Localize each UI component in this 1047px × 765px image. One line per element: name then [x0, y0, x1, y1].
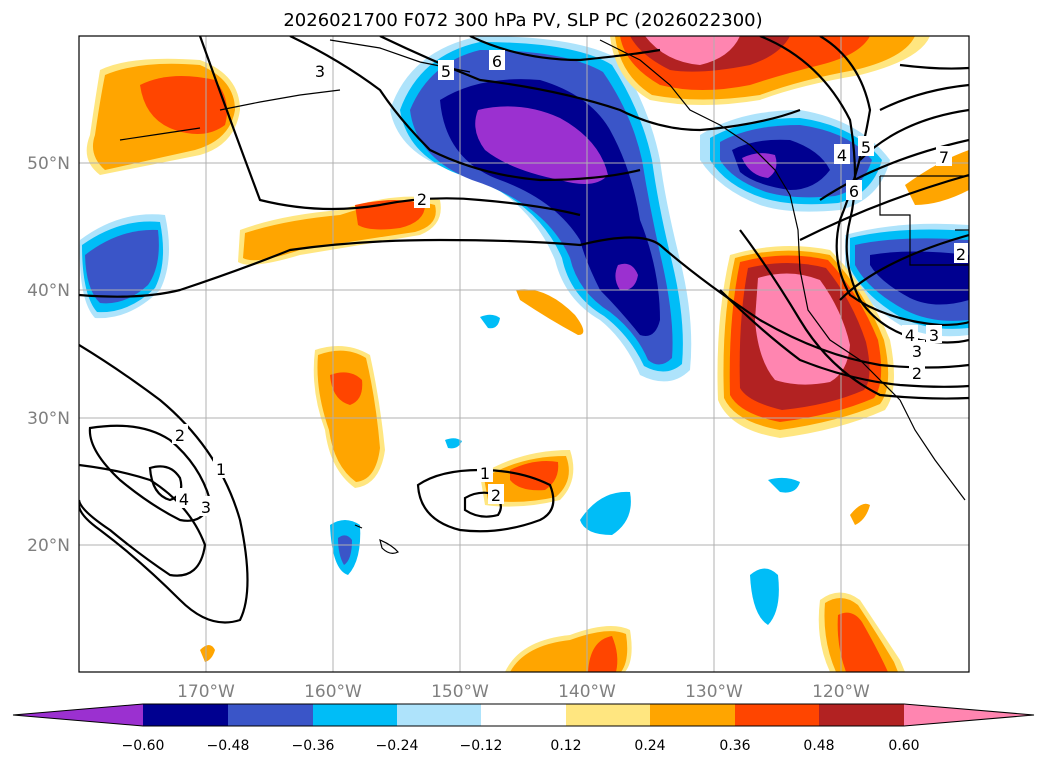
- contour-label: 2: [912, 364, 922, 383]
- pv-positive-small: [850, 503, 870, 525]
- contour-label: 4: [837, 146, 847, 165]
- lat-label: 30°N: [27, 409, 70, 429]
- colorbar-extend-max: [904, 704, 1034, 726]
- colorbar-segment: [313, 704, 397, 726]
- colorbar-segment: [228, 704, 313, 726]
- contour-label: 3: [912, 342, 922, 361]
- figure-title: 2026021700 F072 300 hPa PV, SLP PC (2026…: [283, 10, 762, 31]
- contour-label: 3: [315, 62, 325, 81]
- colorbar-tick: −0.12: [460, 738, 503, 754]
- contour-label: 3: [201, 498, 211, 517]
- colorbar-segment: [481, 704, 566, 726]
- pv-negative-small-5: [480, 314, 500, 329]
- pv-negative-small-4: [750, 568, 779, 625]
- pv-positive-streak: [516, 289, 584, 335]
- contour-label: 7: [939, 148, 949, 167]
- contour-label: 5: [441, 62, 451, 81]
- contour-label: 2: [956, 245, 966, 264]
- colorbar-tick: 0.36: [719, 738, 750, 754]
- colorbar-tick: −0.48: [207, 738, 250, 754]
- map-frame: [78, 35, 970, 673]
- coastlines: [119, 39, 969, 554]
- pv-positive-oregon: [905, 150, 969, 205]
- pv-negative-w: [79, 214, 169, 319]
- colorbar-segment: [397, 704, 481, 726]
- contour-label: 1: [216, 460, 226, 479]
- lon-labels: 170°W 160°W 150°W 140°W 130°W 120°W: [177, 682, 870, 702]
- colorbar-tick: −0.24: [376, 738, 419, 754]
- contour-label: 4: [179, 490, 189, 509]
- contour-label: 6: [492, 52, 502, 71]
- colorbar-tick: 0.24: [634, 738, 665, 754]
- colorbar-segment: [566, 704, 650, 726]
- lon-label: 160°W: [304, 682, 362, 702]
- colorbar-tick: 0.48: [803, 738, 834, 754]
- gridlines: [79, 36, 969, 672]
- contour-label: 2: [175, 426, 185, 445]
- colorbar-segment: [819, 704, 904, 726]
- pv-positive-dot: [200, 645, 215, 662]
- pv-negative-small-3: [338, 535, 352, 565]
- contour-label: 4: [905, 326, 915, 345]
- contour-label: 3: [929, 326, 939, 345]
- pv-positive-nw: [86, 58, 241, 175]
- colorbar-outline: [12, 703, 1035, 727]
- pv-negative-small-1: [580, 491, 631, 535]
- colorbar-tick: −0.36: [292, 738, 335, 754]
- contour-label: 5: [861, 138, 871, 157]
- colorbar-tick: −0.60: [122, 738, 165, 754]
- pv-positive-southeast: [818, 592, 905, 672]
- colorbar-segment: [650, 704, 735, 726]
- lon-label: 120°W: [812, 682, 870, 702]
- colorbar-tick: 0.12: [550, 738, 581, 754]
- map-layers: 3 5 6 7 5 4 6 2 2 3 4 3 2 2: [79, 36, 969, 672]
- contour-label: 2: [491, 486, 501, 505]
- contour-label: 1: [480, 464, 490, 483]
- pv-positive-band: [238, 196, 441, 265]
- lat-labels: 50°N 40°N 30°N 20°N: [27, 154, 70, 556]
- contour-label: 2: [417, 190, 427, 209]
- pv-negative-east: [845, 223, 969, 337]
- colorbar-extend-min: [13, 704, 143, 726]
- slp-contours: [79, 36, 969, 624]
- lon-label: 130°W: [685, 682, 743, 702]
- lon-label: 170°W: [177, 682, 235, 702]
- colorbar-segment: [143, 704, 228, 726]
- lat-label: 40°N: [27, 281, 70, 301]
- colorbar-segment: [735, 704, 819, 726]
- pv-positive-south: [505, 626, 632, 672]
- colorbar-tick: 0.60: [888, 738, 919, 754]
- contour-label: 6: [849, 182, 859, 201]
- contour-labels: 3 5 6 7 5 4 6 2 2 3 4 3 2 2: [172, 50, 968, 517]
- lon-label: 150°W: [431, 682, 489, 702]
- lon-label: 140°W: [558, 682, 616, 702]
- lat-label: 50°N: [27, 154, 70, 174]
- pv-negative-small-6: [445, 438, 462, 449]
- lat-label: 20°N: [27, 536, 70, 556]
- colorbar: −0.60 −0.48 −0.36 −0.24 −0.12 0.12 0.24 …: [12, 703, 1035, 754]
- pv-negative-small-7: [768, 477, 800, 493]
